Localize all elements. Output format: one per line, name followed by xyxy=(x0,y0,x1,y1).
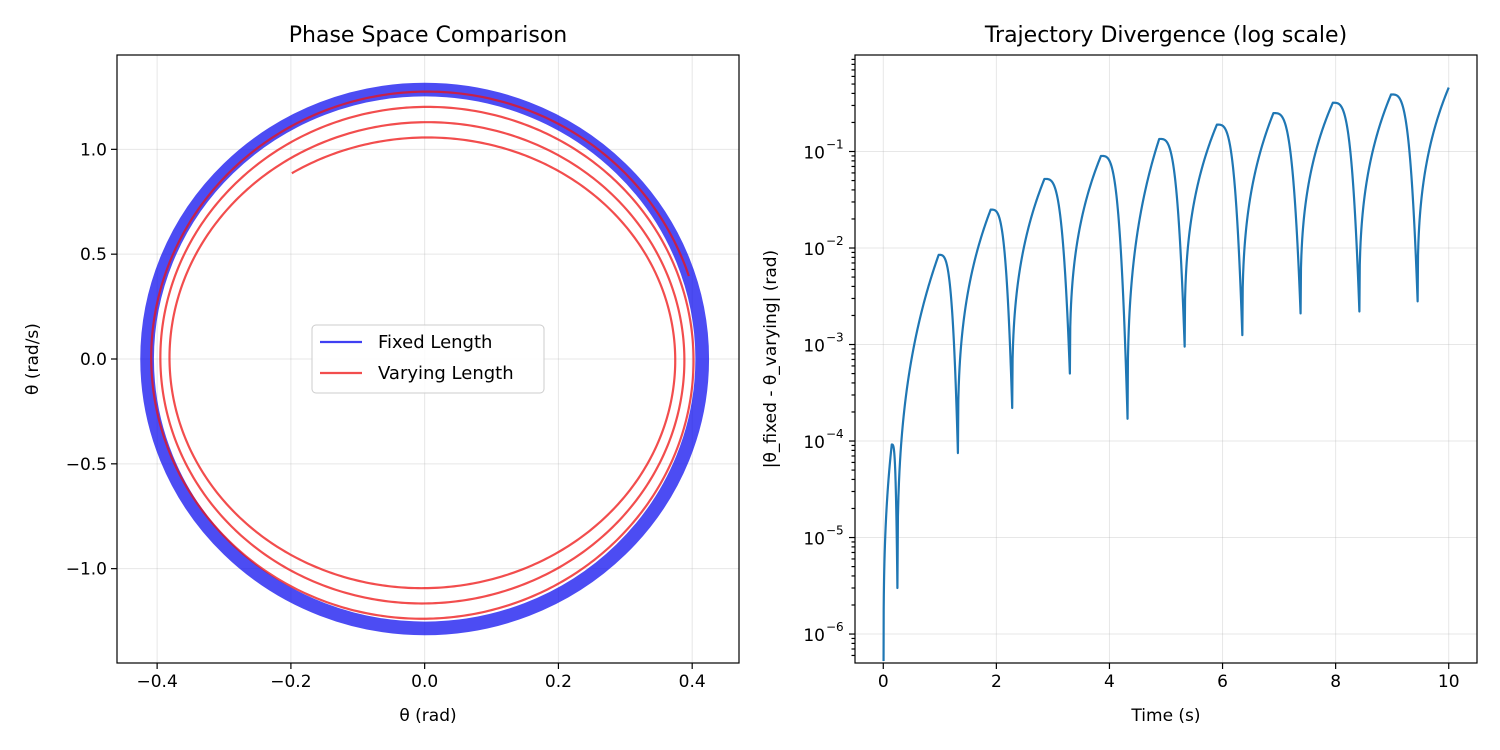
right-y-tick-label: 10 xyxy=(803,337,825,357)
right-y-tick-label: 10 xyxy=(803,530,825,550)
divergence-panel: Trajectory Divergence (log scale) 0 2 4 6 8 1… xyxy=(761,23,1478,726)
right-x-tick-label: 4 xyxy=(1104,672,1115,692)
right-grid xyxy=(855,55,1477,663)
right-y-tick-exponent: −4 xyxy=(826,427,844,441)
left-plot-area xyxy=(140,82,710,636)
left-x-tick-label: 0.4 xyxy=(679,672,706,692)
right-y-tick-exponent: −2 xyxy=(826,234,844,248)
legend: Fixed Length Varying Length xyxy=(311,324,545,394)
right-y-tick-exponent: −6 xyxy=(826,620,844,634)
right-x-tick-label: 8 xyxy=(1330,672,1341,692)
right-y-tick-label: 10 xyxy=(803,433,825,453)
left-x-tick-label: −0.4 xyxy=(136,672,177,692)
right-y-tick-label: 10 xyxy=(803,240,825,260)
left-x-axis-label: θ (rad) xyxy=(399,706,456,726)
right-x-tick-label: 0 xyxy=(878,672,889,692)
right-axes-frame xyxy=(854,54,1478,664)
left-y-tick-label: 0.0 xyxy=(80,350,107,370)
right-x-axis-label: Time (s) xyxy=(1130,706,1200,726)
series-divergence xyxy=(882,87,1450,661)
right-x-tick-label: 6 xyxy=(1217,672,1228,692)
series-fixed-length xyxy=(140,82,710,636)
series-varying-length xyxy=(150,90,695,620)
legend-label-varying-length: Varying Length xyxy=(378,363,514,384)
left-y-axis-label: θ (rad/s) xyxy=(23,323,43,395)
left-x-tick-label: 0.0 xyxy=(411,672,438,692)
left-chart-title: Phase Space Comparison xyxy=(289,23,567,48)
left-y-tick-label: −0.5 xyxy=(66,455,107,475)
legend-label-fixed-length: Fixed Length xyxy=(378,332,492,353)
right-y-axis-label: |θ_fixed - θ_varying| (rad) xyxy=(761,250,781,468)
left-ticks: −0.4 −0.2 0.0 0.2 0.4 −1.0 −0.5 0.0 0.5 1.0 xyxy=(66,140,706,692)
right-plot-area xyxy=(882,87,1450,661)
left-y-tick-label: 0.5 xyxy=(80,245,107,265)
left-x-tick-label: 0.2 xyxy=(545,672,572,692)
right-y-tick-label: 10 xyxy=(803,626,825,646)
left-y-tick-label: 1.0 xyxy=(80,140,107,160)
left-y-tick-label: −1.0 xyxy=(66,560,107,580)
left-x-tick-label: −0.2 xyxy=(270,672,311,692)
legend-box xyxy=(311,324,545,394)
right-x-tick-label: 2 xyxy=(991,672,1002,692)
right-y-tick-exponent: −1 xyxy=(826,138,844,152)
right-y-tick-label: 10 xyxy=(803,144,825,164)
right-y-tick-exponent: −5 xyxy=(826,524,844,538)
right-x-tick-label: 10 xyxy=(1438,672,1460,692)
right-y-tick-exponent: −3 xyxy=(826,331,844,345)
right-chart-title: Trajectory Divergence (log scale) xyxy=(984,23,1347,48)
phase-space-panel: Phase Space Comparison −0.4 −0.2 0.0 0.2 0.4… xyxy=(23,23,740,726)
